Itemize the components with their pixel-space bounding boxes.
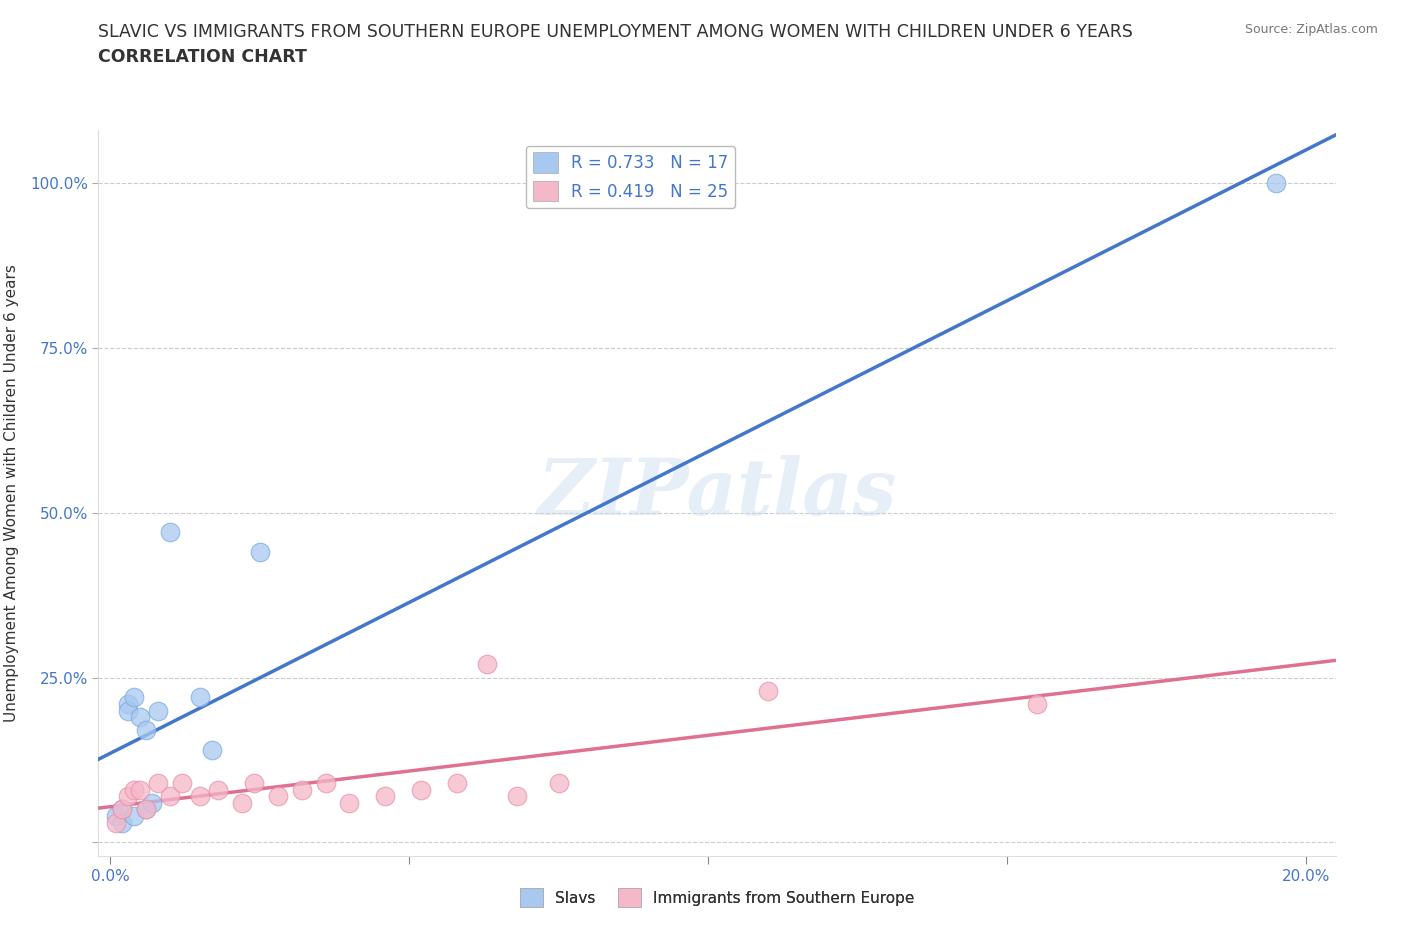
Point <box>124 808 146 823</box>
Point <box>315 776 337 790</box>
Point <box>547 776 569 790</box>
Point <box>159 525 181 540</box>
Point <box>506 789 529 804</box>
Text: SLAVIC VS IMMIGRANTS FROM SOUTHERN EUROPE UNEMPLOYMENT AMONG WOMEN WITH CHILDREN: SLAVIC VS IMMIGRANTS FROM SOUTHERN EUROP… <box>98 23 1133 41</box>
Point <box>124 690 146 705</box>
Point <box>207 782 229 797</box>
Point <box>188 690 211 705</box>
Point <box>159 789 181 804</box>
Point <box>291 782 314 797</box>
Point <box>135 802 157 817</box>
Point <box>148 703 170 718</box>
Point <box>129 710 152 724</box>
Point <box>475 657 498 671</box>
Point <box>148 776 170 790</box>
Point <box>105 808 128 823</box>
Y-axis label: Unemployment Among Women with Children Under 6 years: Unemployment Among Women with Children U… <box>4 264 18 722</box>
Point <box>111 816 134 830</box>
Point <box>111 802 134 817</box>
Point <box>117 789 139 804</box>
Point <box>231 795 253 810</box>
Point <box>201 743 224 758</box>
Point <box>124 782 146 797</box>
Text: Source: ZipAtlas.com: Source: ZipAtlas.com <box>1244 23 1378 36</box>
Point <box>111 802 134 817</box>
Point <box>339 795 361 810</box>
Text: CORRELATION CHART: CORRELATION CHART <box>98 48 308 66</box>
Point <box>135 802 157 817</box>
Legend: Slavs, Immigrants from Southern Europe: Slavs, Immigrants from Southern Europe <box>513 883 921 913</box>
Point <box>117 697 139 711</box>
Point <box>374 789 396 804</box>
Point <box>117 703 139 718</box>
Text: ZIPatlas: ZIPatlas <box>537 455 897 531</box>
Point <box>141 795 163 810</box>
Point <box>188 789 211 804</box>
Point <box>172 776 194 790</box>
Point <box>267 789 290 804</box>
Point <box>135 723 157 737</box>
Point <box>756 684 779 698</box>
Point <box>129 782 152 797</box>
Point <box>446 776 468 790</box>
Point <box>1025 697 1047 711</box>
Point <box>1264 176 1286 191</box>
Point <box>243 776 266 790</box>
Point <box>249 545 271 560</box>
Point <box>105 816 128 830</box>
Point <box>411 782 433 797</box>
